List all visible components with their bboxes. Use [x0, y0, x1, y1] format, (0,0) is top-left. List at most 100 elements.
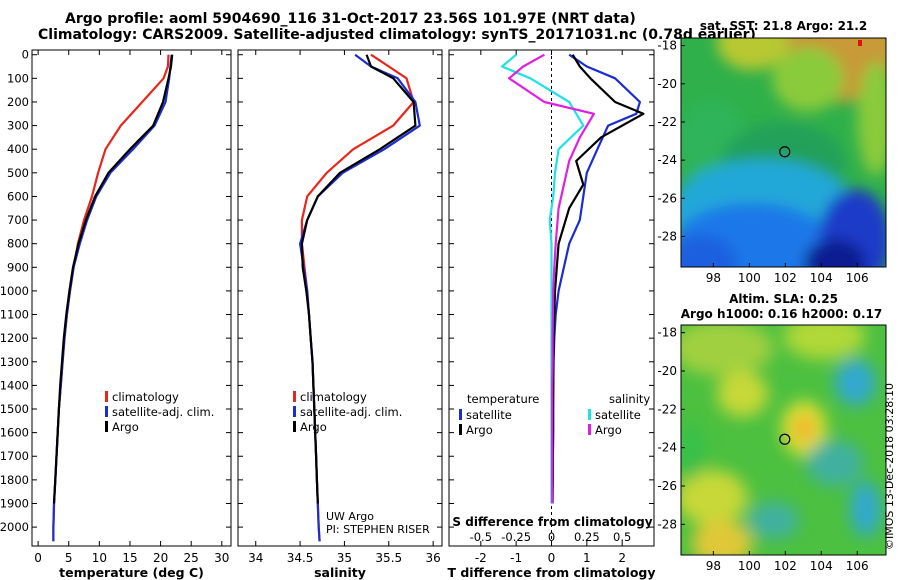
temperature-x-axis-label: temperature (deg C): [59, 565, 204, 580]
legend-label: satellite-adj. clim.: [112, 405, 214, 419]
x2-tick-label: 0.5: [613, 530, 631, 544]
series-line-argo: [300, 54, 417, 504]
x-tick-label: 10: [92, 551, 107, 565]
map-x-tick-label: 100: [738, 271, 761, 285]
legend-swatch: [293, 406, 296, 417]
map-y-tick-label: -20: [657, 364, 677, 378]
map-sst-map: 98 100 102 104 106 -18 -20 -22 -24 -26 -28 sat. SST…: [657, 19, 887, 285]
y-tick-label: 500: [7, 166, 29, 180]
x-tick-label: 34: [248, 551, 263, 565]
credit-text: ©IMOS 13-Dec-2018 03:28:10: [883, 383, 896, 550]
legend-label: Argo: [466, 423, 493, 437]
sst-blob: [716, 38, 789, 71]
y-tick-label: 700: [7, 213, 29, 227]
pi-annotation: PI: STEPHEN RISER: [326, 523, 430, 536]
map-x-tick-label: 102: [774, 271, 797, 285]
map-y-tick-label: -26: [657, 479, 677, 493]
legend-label: satellite: [466, 408, 512, 422]
sla-map-title: Altim. SLA: 0.25: [729, 292, 838, 306]
y-tick-label: 1900: [0, 496, 29, 510]
legend-swatch: [293, 421, 296, 432]
map-y-tick-label: -24: [657, 153, 677, 167]
x2-axis-label: S difference from climatology: [452, 515, 652, 529]
legend-label: climatology: [300, 390, 367, 404]
x-tick-label: 34.5: [287, 551, 314, 565]
y-tick-label: 1000: [0, 284, 29, 298]
salinity-axes-frame: [237, 49, 443, 547]
panel-salinity: 34 34.5 35 35.5 36 salinity climatologysatelli…: [237, 49, 443, 580]
map-sla-map: 98 100 102 104 106 -18 -20 -22 -24 -26 -28 Altim. S…: [657, 292, 887, 573]
legend-swatch: [588, 424, 591, 435]
legend-swatch: [459, 424, 462, 435]
map-x-tick-label: 98: [706, 271, 721, 285]
sst-blob: [804, 239, 866, 267]
sst-map-title: sat. SST: 21.8 Argo: 21.2: [700, 19, 867, 33]
sst-field: [681, 38, 886, 267]
legend-label: satellite: [595, 408, 641, 422]
map-y-tick-label: -22: [657, 402, 677, 416]
y-tick-label: 1500: [0, 402, 29, 416]
sla-blob: [747, 502, 799, 539]
sla-map-subtitle: Argo h1000: 0.16 h2000: 0.17: [681, 307, 882, 321]
differences-x-axis-label: T difference from climatology: [447, 565, 655, 580]
sla-blob: [681, 325, 774, 376]
y-tick-label: 1800: [0, 473, 29, 487]
map-y-tick-label: -28: [657, 229, 677, 243]
map-x-tick-label: 104: [810, 559, 833, 573]
salinity-x-axis-label: salinity: [314, 565, 366, 580]
legend-swatch: [293, 391, 296, 402]
sla-blob: [681, 469, 748, 526]
figure-subtitle: Climatology: CARS2009. Satellite-adjuste…: [38, 27, 756, 43]
map-x-tick-label: 102: [774, 559, 797, 573]
x-tick-label: 0: [34, 551, 42, 565]
legend-title-temperature: temperature: [467, 392, 539, 406]
panel-temperature: 0100200300400500600700800900100011001200…: [0, 48, 232, 580]
y-tick-label: 1200: [0, 331, 29, 345]
map-y-tick-label: -28: [657, 517, 677, 531]
legend-label: Argo: [112, 420, 139, 434]
legend-label: climatology: [112, 390, 179, 404]
y-tick-label: 100: [7, 71, 29, 85]
map-y-tick-label: -24: [657, 441, 677, 455]
map-x-tick-label: 106: [846, 559, 869, 573]
y-tick-label: 200: [7, 95, 29, 109]
map-x-tick-label: 100: [738, 559, 761, 573]
profile-location-marker: [779, 146, 791, 158]
map-y-tick-label: -18: [657, 39, 677, 53]
y-tick-label: 300: [7, 119, 29, 133]
x-tick-label: 0: [548, 551, 556, 565]
y-tick-label: 1700: [0, 449, 29, 463]
series-line-s-argo: [508, 53, 596, 504]
y-tick-label: 2000: [0, 520, 29, 534]
series-line-argo: [52, 54, 174, 504]
y-tick-label: 1100: [0, 308, 29, 322]
sla-blob: [783, 325, 866, 360]
x-tick-label: 30: [214, 551, 229, 565]
sla-map-frame: [680, 324, 887, 556]
sla-blob: [681, 423, 707, 480]
x-tick-label: 2: [618, 551, 626, 565]
sla-field: [681, 325, 886, 555]
x-tick-label: -2: [475, 551, 487, 565]
map-x-tick-label: 104: [810, 271, 833, 285]
sla-blob: [806, 440, 864, 486]
map-y-tick-label: -26: [657, 191, 677, 205]
x-tick-label: 36: [425, 551, 440, 565]
y-tick-label: 800: [7, 237, 29, 251]
sla-blob: [716, 371, 769, 417]
legend-swatch: [105, 391, 108, 402]
y-tick-label: 0: [22, 48, 29, 62]
x2-tick-label: 0.25: [574, 530, 600, 544]
figure-title: Argo profile: aoml 5904690_116 31-Oct-20…: [65, 11, 636, 27]
legend-label: Argo: [300, 420, 327, 434]
y-tick-label: 1400: [0, 378, 29, 392]
temperature-axes-frame: [31, 49, 232, 547]
x-tick-label: 1: [583, 551, 591, 565]
x2-tick-label: -0.5: [470, 530, 492, 544]
legend-label: satellite-adj. clim.: [300, 405, 402, 419]
legend-swatch: [105, 406, 108, 417]
sst-hotspot: [858, 40, 862, 46]
legend-label: Argo: [595, 423, 622, 437]
legend-swatch: [588, 409, 591, 420]
